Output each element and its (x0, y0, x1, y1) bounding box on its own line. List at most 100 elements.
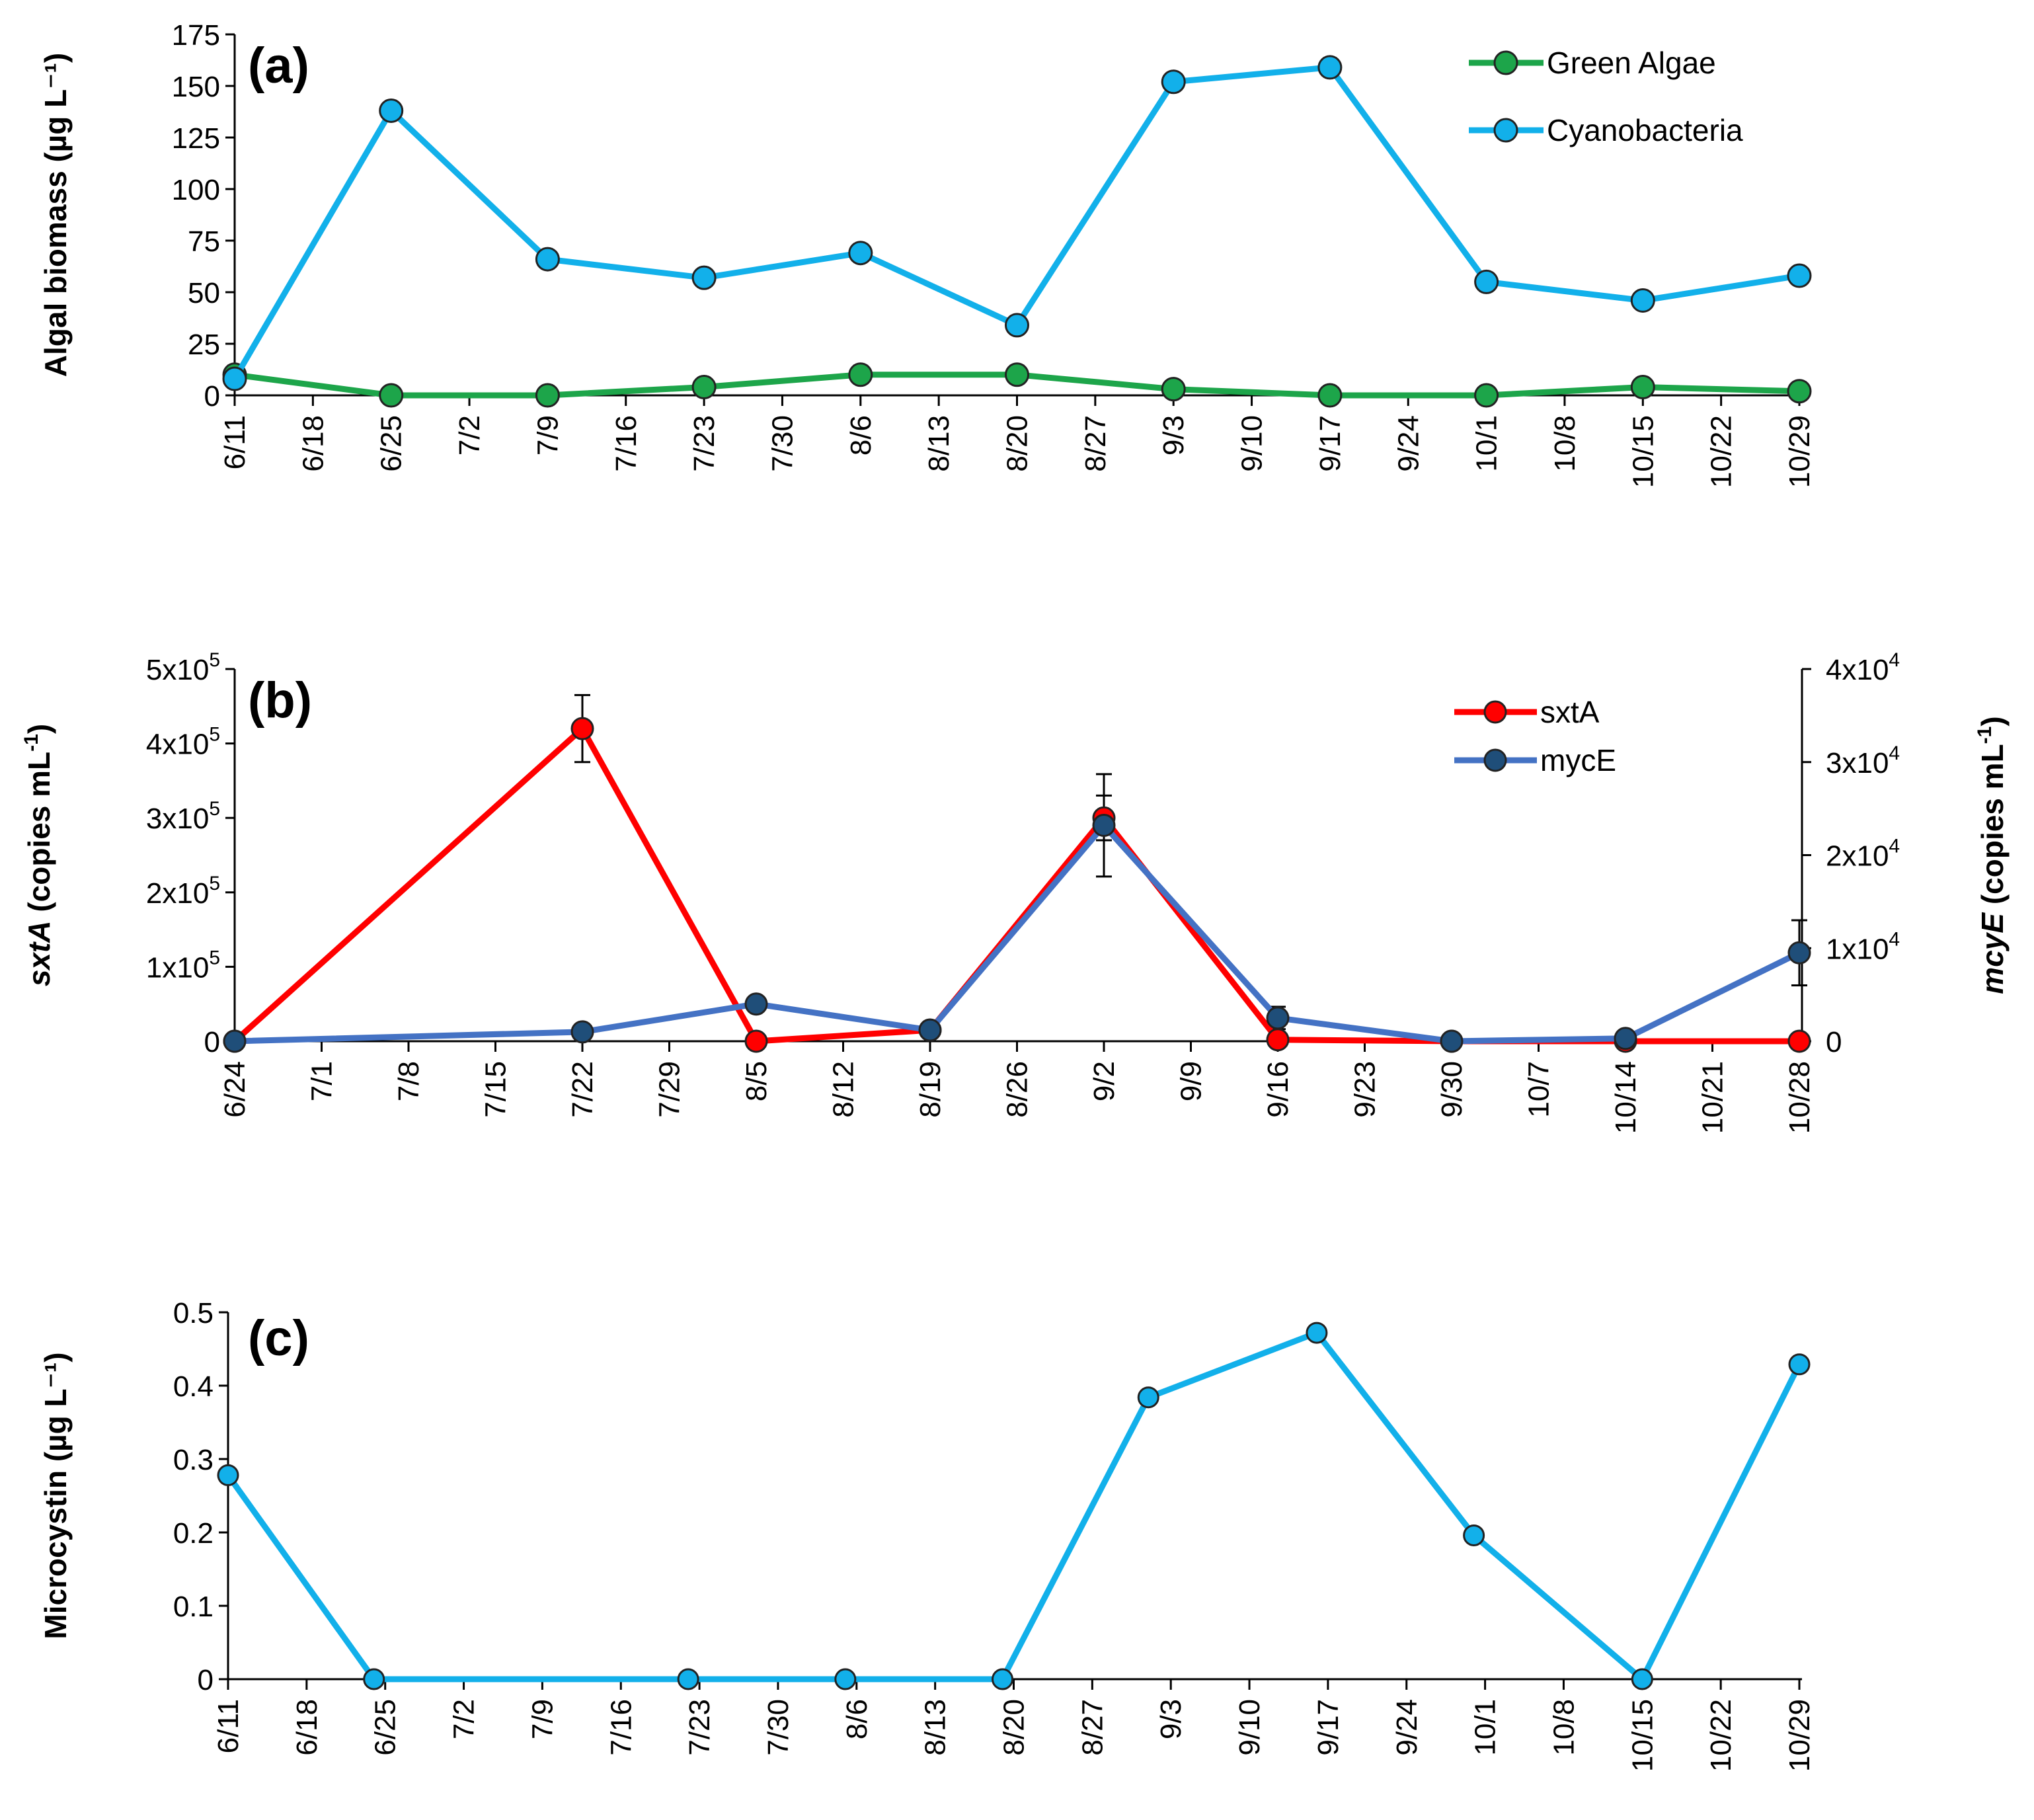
mycE-line (234, 822, 1801, 1045)
y2-tick-label: 2x104 (1826, 836, 1900, 873)
y-tick-mantissa: 2x10 (146, 877, 209, 910)
x-tick-label: 10/29 (1783, 415, 1816, 488)
x-tick-label: 10/28 (1783, 1061, 1816, 1134)
y-tick-mantissa: 0 (204, 1026, 220, 1058)
x-tick-label: 7/29 (654, 1061, 686, 1118)
x-tick-label: 6/24 (219, 1061, 251, 1118)
x-tick-label: 10/22 (1705, 1699, 1737, 1772)
y-axis-title-gene: sxtA (22, 920, 56, 986)
y-axis-title-unit: (copies mL (22, 752, 56, 921)
panel-a: 0 25 50 75 100 125 150 175 6/11 6/18 6/25 7/2 7/9 7/1… (38, 19, 1816, 488)
x-tick-label: 10/15 (1627, 415, 1659, 488)
green-algae-point (691, 375, 717, 400)
mycE-point (1092, 813, 1116, 837)
y2-tick-label: 4x104 (1826, 649, 1900, 686)
y-tick-label: 175 (172, 19, 220, 52)
x-tick-label: 9/17 (1312, 1699, 1345, 1756)
x-tick-label: 8/5 (740, 1061, 773, 1101)
y-tick-exponent: 5 (209, 724, 220, 746)
microcystin-point (1137, 1386, 1159, 1409)
x-tick-label: 9/23 (1349, 1061, 1382, 1118)
y2-axis-title-unit: (copies mL (1975, 744, 2010, 913)
x-tick-label: 6/25 (370, 1699, 402, 1756)
legend-label: Cyanobacteria (1547, 113, 1743, 147)
y-tick-label: 0 (204, 1026, 220, 1058)
legend-label: sxtA (1540, 695, 1600, 729)
x-tick-label: 7/2 (448, 1699, 481, 1739)
y2-axis-title-gene: mcyE (1975, 912, 2010, 994)
x-tick-label: 8/19 (914, 1061, 947, 1118)
x-tick-label: 10/14 (1610, 1061, 1642, 1134)
y-tick-label: 0.4 (173, 1370, 214, 1403)
microcystin-point (217, 1464, 239, 1486)
x-tick-label: 7/30 (762, 1699, 795, 1756)
legend-label: Green Algae (1547, 46, 1716, 80)
panel-b: 01x1052x1053x1054x1055x10501x1042x1043x1… (20, 649, 2010, 1134)
x-tick-label: 10/1 (1469, 1699, 1502, 1756)
y-tick-exponent: 5 (209, 649, 220, 671)
x-tick-label: 10/7 (1523, 1061, 1555, 1118)
x-tick-label: 7/22 (567, 1061, 599, 1118)
legend-label: mycE (1540, 743, 1616, 777)
y-tick-label: 1x105 (146, 947, 220, 984)
y-tick-label: 0 (198, 1664, 214, 1696)
x-tick-label: 7/15 (480, 1061, 512, 1118)
x-tick-label: 6/11 (219, 415, 251, 469)
y-tick-label: 0.5 (173, 1297, 214, 1329)
x-tick-label: 7/16 (610, 415, 643, 472)
x-tick-label: 10/22 (1705, 415, 1738, 488)
microcystin-point (1463, 1524, 1485, 1546)
panel-label-a: (a) (248, 38, 309, 94)
y2-tick-exponent: 4 (1889, 928, 1900, 950)
cyanobacteria-point (1474, 269, 1499, 294)
y2-axis-title-close: ) (1975, 716, 2010, 726)
microcystin-point (677, 1668, 699, 1690)
cyanobacteria-point (1161, 69, 1186, 95)
legend-marker (1483, 748, 1507, 772)
x-tick-label: 6/25 (375, 415, 408, 472)
x-tick-label: 8/12 (828, 1061, 860, 1118)
microcystin-point (834, 1668, 857, 1690)
y-axis-title: sxtA (copies mL-1) (20, 724, 56, 986)
microcystin-point (992, 1668, 1014, 1690)
microcystin-point (1788, 1353, 1811, 1376)
sxtA-point (570, 717, 594, 740)
x-tick-label: 9/10 (1236, 415, 1269, 472)
cyanobacteria-point (848, 241, 873, 266)
microcystin-point (1631, 1668, 1653, 1690)
y-tick-label: 100 (172, 174, 220, 206)
x-tick-label: 10/15 (1626, 1699, 1659, 1772)
y-tick-label: 0.3 (173, 1444, 214, 1476)
x-tick-label: 8/26 (1001, 1061, 1034, 1118)
x-tick-label: 7/16 (605, 1699, 637, 1756)
y-axis-title-close: ) (22, 724, 56, 734)
x-tick-label: 8/13 (919, 1699, 952, 1756)
green-algae-point (1317, 383, 1343, 408)
x-tick-label: 7/23 (684, 1699, 716, 1756)
cyanobacteria-point (691, 265, 717, 290)
x-tick-label: 9/10 (1233, 1699, 1266, 1756)
y-tick-exponent: 5 (209, 873, 220, 894)
y-axis-title: Microcystin (µg L⁻¹) (38, 1352, 73, 1639)
x-tick-label: 7/30 (766, 415, 799, 472)
cyanobacteria-point (222, 366, 247, 391)
microcystin-point (1306, 1322, 1328, 1344)
x-tick-label: 10/8 (1549, 415, 1581, 472)
y2-tick-label: 1x104 (1826, 928, 1900, 965)
cyanobacteria-point (379, 98, 404, 123)
x-tick-label: 9/9 (1175, 1061, 1208, 1101)
green-algae-point (535, 383, 560, 408)
y-tick-label: 2x105 (146, 873, 220, 910)
x-tick-label: 6/18 (297, 415, 329, 472)
x-tick-label: 7/8 (393, 1061, 425, 1101)
y-tick-mantissa: 1x10 (146, 951, 209, 984)
y-axis-title: Algal biomass (µg L⁻¹) (38, 53, 73, 377)
cyanobacteria-point (1630, 288, 1655, 313)
y-tick-label: 125 (172, 122, 220, 155)
y-tick-exponent: 5 (209, 798, 220, 820)
x-tick-label: 7/2 (453, 415, 486, 455)
legend: Green Algae Cyanobacteria (1469, 46, 1743, 147)
legend-marker (1493, 118, 1518, 143)
y2-tick-label: 0 (1826, 1026, 1842, 1058)
green-algae-point (1474, 383, 1499, 408)
